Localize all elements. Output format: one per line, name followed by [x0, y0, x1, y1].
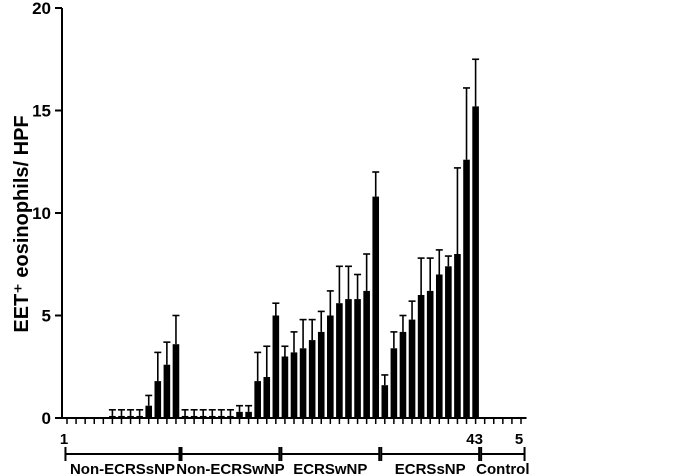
group-label: ECRSsNP	[395, 461, 466, 476]
bar	[163, 364, 171, 418]
bar	[381, 385, 389, 418]
bar	[472, 106, 479, 419]
bar	[118, 415, 125, 418]
bar	[317, 331, 325, 418]
bar	[454, 254, 461, 418]
axes: 0 5 10 15 20	[32, 0, 527, 428]
index-label: 5	[515, 431, 523, 448]
bar	[363, 290, 370, 418]
group-label: Non-ECRSwNP	[176, 461, 284, 476]
group-label: Non-ECRSsNP	[70, 461, 175, 476]
bar	[136, 415, 143, 418]
bar	[281, 356, 289, 418]
bar	[263, 377, 271, 418]
bar	[208, 415, 216, 418]
bar	[218, 415, 225, 418]
bar	[372, 196, 380, 418]
bar	[445, 266, 452, 418]
bars	[108, 58, 480, 419]
bar	[245, 411, 252, 418]
bar	[426, 290, 434, 418]
group-label: ECRSwNP	[293, 461, 367, 476]
y-tick-label: 20	[32, 0, 51, 18]
bar	[127, 415, 134, 418]
y-tick-label: 10	[32, 204, 51, 223]
bar	[190, 415, 198, 418]
bar	[299, 348, 307, 418]
y-tick-label: 15	[32, 102, 51, 121]
y-axis-title: EET⁺ eosinophils/ HPF	[11, 115, 33, 332]
bar	[254, 381, 261, 418]
bar	[327, 315, 334, 418]
bar	[199, 415, 207, 418]
bar	[154, 381, 162, 418]
bar	[435, 274, 443, 418]
y-tick-label: 0	[42, 409, 51, 428]
y-axis-title-group: EET⁺ eosinophils/ HPF	[11, 115, 33, 332]
bar	[145, 405, 153, 418]
bar	[345, 299, 352, 418]
bar	[227, 415, 234, 418]
bar	[290, 352, 298, 418]
bar	[408, 319, 416, 418]
bar	[463, 159, 470, 418]
bar	[181, 415, 189, 418]
group-label: Control	[476, 461, 529, 476]
bar	[172, 344, 180, 418]
bar	[390, 348, 398, 418]
index-label: 43	[466, 431, 483, 448]
y-tick-label: 5	[42, 307, 51, 326]
bar	[336, 303, 343, 418]
bar	[272, 315, 280, 418]
bar	[354, 299, 361, 418]
bar	[308, 340, 316, 418]
index-label: 1	[60, 431, 68, 448]
bar	[399, 331, 407, 418]
bar	[236, 411, 243, 418]
bar	[109, 415, 116, 418]
bar	[417, 295, 425, 418]
group-axis: Non-ECRSsNP Non-ECRSwNP ECRSwNP ECRSsNP Cont…	[60, 431, 530, 476]
